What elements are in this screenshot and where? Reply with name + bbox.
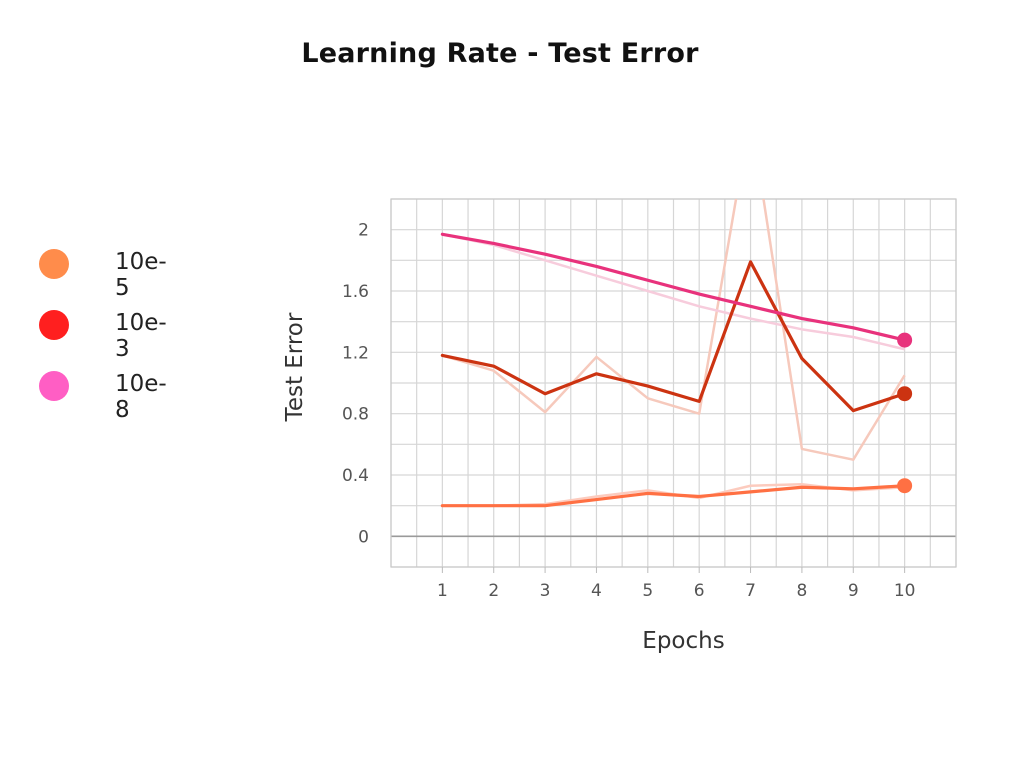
series-raw-line-10e-8 (442, 233, 905, 351)
series-end-point-10e-8 (897, 332, 913, 348)
legend-swatch (39, 249, 69, 279)
x-tick-label: 7 (745, 581, 756, 601)
y-tick-label: 0 (358, 527, 369, 547)
x-tick-label: 5 (642, 581, 653, 601)
x-tick-label: 2 (488, 581, 499, 601)
x-axis-title: Epochs (642, 628, 724, 654)
x-tick-label: 9 (848, 581, 859, 601)
legend-label: 10e-5 (115, 249, 167, 301)
chart-title: Learning Rate - Test Error (301, 38, 699, 69)
y-tick-label: 2 (358, 221, 369, 241)
series-raw-line-10e-3 (442, 199, 906, 461)
series-line-10e-8 (440, 232, 907, 342)
y-tick-label: 0.8 (342, 405, 369, 425)
x-tick-label: 10 (894, 581, 916, 601)
legend-label: 10e-8 (115, 371, 167, 423)
x-tick-label: 1 (437, 581, 448, 601)
series-end-point-10e-5 (897, 478, 913, 494)
series-line-10e-5 (440, 484, 907, 508)
x-tick-label: 3 (540, 581, 551, 601)
y-tick-label: 1.2 (342, 343, 369, 363)
x-tick-label: 8 (796, 581, 807, 601)
y-tick-label: 0.4 (342, 466, 369, 486)
legend-swatch (39, 310, 69, 340)
plot-border (390, 198, 957, 568)
y-axis-title: Test Error (282, 312, 308, 422)
x-tick-label: 6 (694, 581, 705, 601)
y-tick-label: 1.6 (342, 282, 369, 302)
series-end-point-10e-3 (897, 386, 913, 402)
x-tick-label: 4 (591, 581, 602, 601)
legend-label: 10e-3 (115, 310, 167, 362)
series-line-10e-3 (440, 260, 907, 413)
legend-swatch (39, 371, 69, 401)
